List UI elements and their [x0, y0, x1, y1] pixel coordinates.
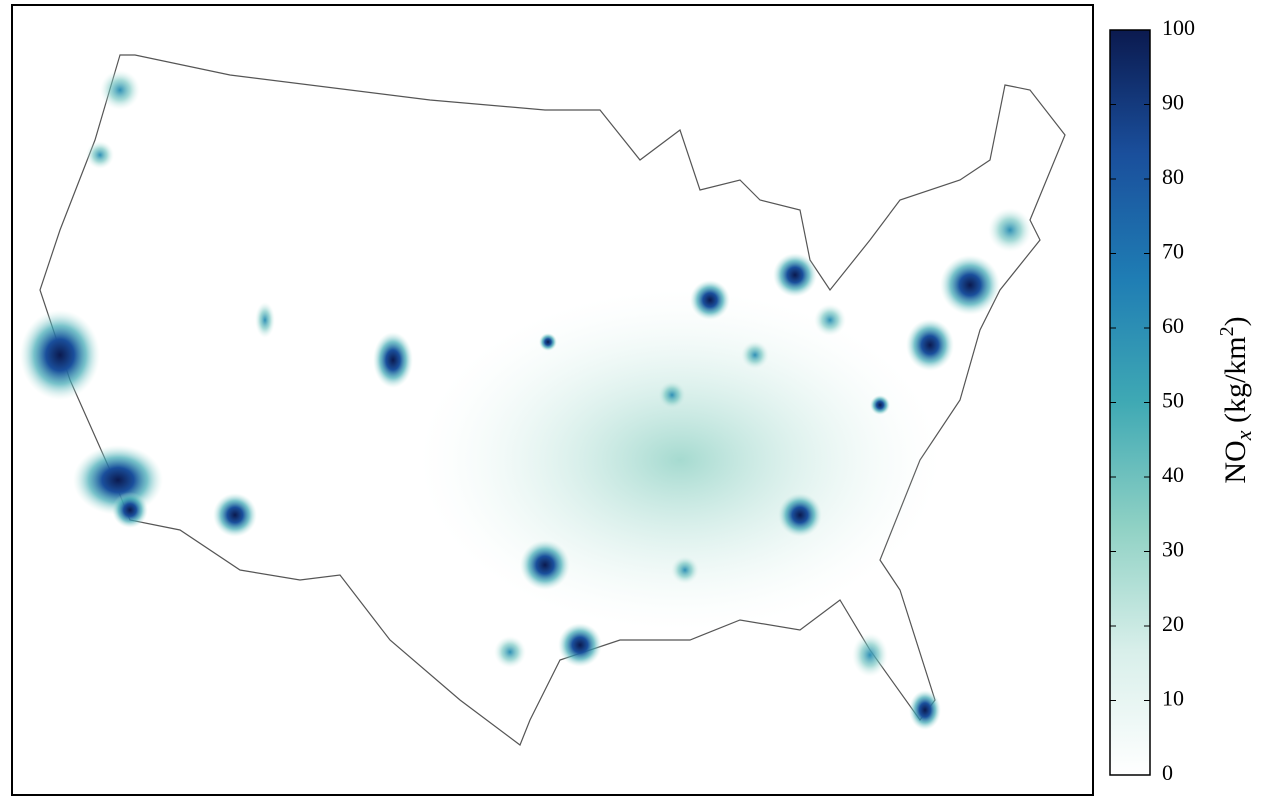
colorbar-label: NOx (kg/km2) [1216, 316, 1256, 483]
label-base: NO [1219, 440, 1252, 483]
colorbar-tick-label: 100 [1162, 15, 1195, 40]
emission-hotspots [20, 70, 1032, 730]
colorbar-tick-label: 60 [1162, 313, 1184, 338]
colorbar: 0 10 20 30 40 50 60 70 80 90 100 [1109, 15, 1195, 785]
colorbar-tick-label: 0 [1162, 760, 1173, 785]
label-sub: x [1231, 430, 1256, 441]
label-end: ) [1219, 316, 1252, 326]
colorbar-tick-label: 50 [1162, 388, 1184, 413]
colorbar-tick-label: 80 [1162, 164, 1184, 189]
label-middle: (kg/km [1219, 336, 1252, 430]
colorbar-tick-label: 70 [1162, 239, 1184, 264]
colorbar-tick-label: 90 [1162, 90, 1184, 115]
colorbar-tick-label: 40 [1162, 462, 1184, 487]
colorbar-tick-label: 20 [1162, 611, 1184, 636]
label-sup: 2 [1216, 326, 1238, 336]
colorbar-tick-label: 10 [1162, 686, 1184, 711]
colorbar-tick-label: 30 [1162, 537, 1184, 562]
colorbar-scale [1109, 29, 1151, 776]
